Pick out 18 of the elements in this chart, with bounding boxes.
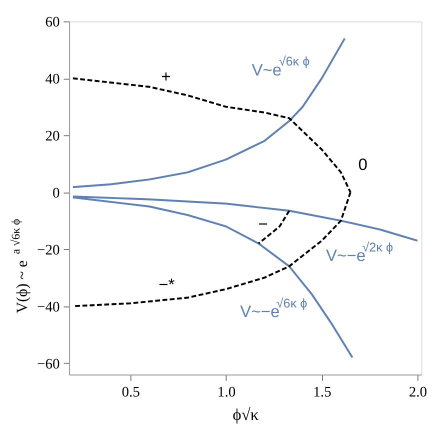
y-axis-title: V(ϕ) ~ ea √6κ ϕ bbox=[9, 218, 32, 314]
y-tick-label: −20 bbox=[37, 242, 60, 259]
y-tick-label: 60 bbox=[45, 14, 60, 31]
y-tick-label: −60 bbox=[37, 356, 60, 372]
x-tick-label: 2.0 bbox=[408, 384, 428, 400]
y-tick-label: 40 bbox=[45, 72, 60, 88]
line-series bbox=[72, 37, 346, 188]
x-tick-label: 1.0 bbox=[217, 384, 236, 400]
x-tick-label: 0.5 bbox=[122, 384, 140, 400]
series-label: + bbox=[161, 66, 171, 86]
series-label: −* bbox=[158, 274, 176, 294]
y-tick-label: 20 bbox=[45, 128, 60, 145]
series-label: − bbox=[258, 214, 268, 234]
x-axis-title: ϕ√κ bbox=[232, 404, 260, 424]
y-tick-label: 0 bbox=[52, 186, 60, 202]
annotation: 0 bbox=[358, 154, 368, 174]
x-tick-label: 1.5 bbox=[313, 384, 332, 400]
y-tick-label: −40 bbox=[37, 300, 60, 316]
